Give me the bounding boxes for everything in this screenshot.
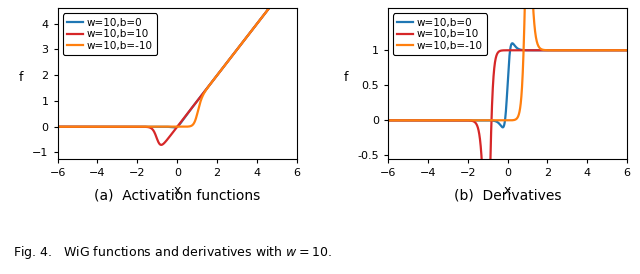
w=10,b=0 xyxy=(262,10,270,13)
w=10,b=-10 xyxy=(145,125,153,128)
w=10,b=-10 xyxy=(172,125,179,128)
w=10,b=-10 xyxy=(593,48,601,52)
w=10,b=10 xyxy=(95,125,103,128)
Line: w=10,b=-10: w=10,b=-10 xyxy=(58,0,297,127)
w=10,b=10 xyxy=(593,48,601,52)
w=10,b=-10 xyxy=(95,125,103,128)
w=10,b=-10 xyxy=(500,119,508,122)
w=10,b=-10 xyxy=(81,125,89,128)
w=10,b=10 xyxy=(156,142,164,146)
w=10,b=0 xyxy=(508,42,516,45)
w=10,b=10 xyxy=(262,10,270,13)
w=10,b=0 xyxy=(145,125,153,128)
w=10,b=10 xyxy=(486,170,494,173)
w=10,b=0 xyxy=(81,125,89,128)
w=10,b=0 xyxy=(412,119,419,122)
w=10,b=-10 xyxy=(384,119,392,122)
w=10,b=-10 xyxy=(54,125,61,128)
X-axis label: x: x xyxy=(173,184,181,196)
w=10,b=0 xyxy=(426,119,433,122)
w=10,b=10 xyxy=(426,119,433,122)
w=10,b=-10 xyxy=(619,48,627,52)
w=10,b=-10 xyxy=(476,119,483,122)
w=10,b=10 xyxy=(412,119,419,122)
Legend: w=10,b=0, w=10,b=10, w=10,b=-10: w=10,b=0, w=10,b=10, w=10,b=-10 xyxy=(63,13,157,55)
w=10,b=10 xyxy=(483,266,491,269)
w=10,b=10 xyxy=(157,143,165,147)
Y-axis label: f: f xyxy=(344,71,348,84)
w=10,b=10 xyxy=(623,48,631,52)
Y-axis label: f: f xyxy=(19,71,23,84)
w=10,b=10 xyxy=(476,135,483,138)
w=10,b=0 xyxy=(384,119,392,122)
Line: w=10,b=10: w=10,b=10 xyxy=(58,0,297,145)
Line: w=10,b=0: w=10,b=0 xyxy=(58,0,297,127)
w=10,b=0 xyxy=(54,125,61,128)
w=10,b=0 xyxy=(486,119,494,122)
X-axis label: x: x xyxy=(504,184,511,196)
Text: Fig. 4.   WiG functions and derivatives with $w = 10$.: Fig. 4. WiG functions and derivatives wi… xyxy=(13,244,332,261)
w=10,b=-10 xyxy=(486,119,494,122)
Line: w=10,b=10: w=10,b=10 xyxy=(388,50,627,267)
Legend: w=10,b=0, w=10,b=10, w=10,b=-10: w=10,b=0, w=10,b=10, w=10,b=-10 xyxy=(393,13,487,55)
w=10,b=0 xyxy=(171,126,179,129)
w=10,b=10 xyxy=(54,125,61,128)
w=10,b=0 xyxy=(619,48,627,52)
w=10,b=0 xyxy=(156,125,164,128)
w=10,b=0 xyxy=(623,48,631,52)
w=10,b=0 xyxy=(499,126,507,129)
Line: w=10,b=0: w=10,b=0 xyxy=(388,43,627,127)
w=10,b=10 xyxy=(145,126,153,129)
Text: (a)  Activation functions: (a) Activation functions xyxy=(94,189,260,203)
w=10,b=-10 xyxy=(412,119,419,122)
w=10,b=-10 xyxy=(262,10,270,13)
w=10,b=10 xyxy=(619,48,627,52)
Text: (b)  Derivatives: (b) Derivatives xyxy=(454,189,561,203)
w=10,b=-10 xyxy=(623,48,631,52)
w=10,b=-10 xyxy=(156,125,164,128)
w=10,b=10 xyxy=(81,125,89,128)
w=10,b=0 xyxy=(476,119,483,122)
w=10,b=0 xyxy=(593,48,601,52)
w=10,b=10 xyxy=(384,119,392,122)
Line: w=10,b=-10: w=10,b=-10 xyxy=(388,0,627,120)
w=10,b=0 xyxy=(95,125,103,128)
w=10,b=-10 xyxy=(426,119,433,122)
w=10,b=10 xyxy=(508,48,515,52)
